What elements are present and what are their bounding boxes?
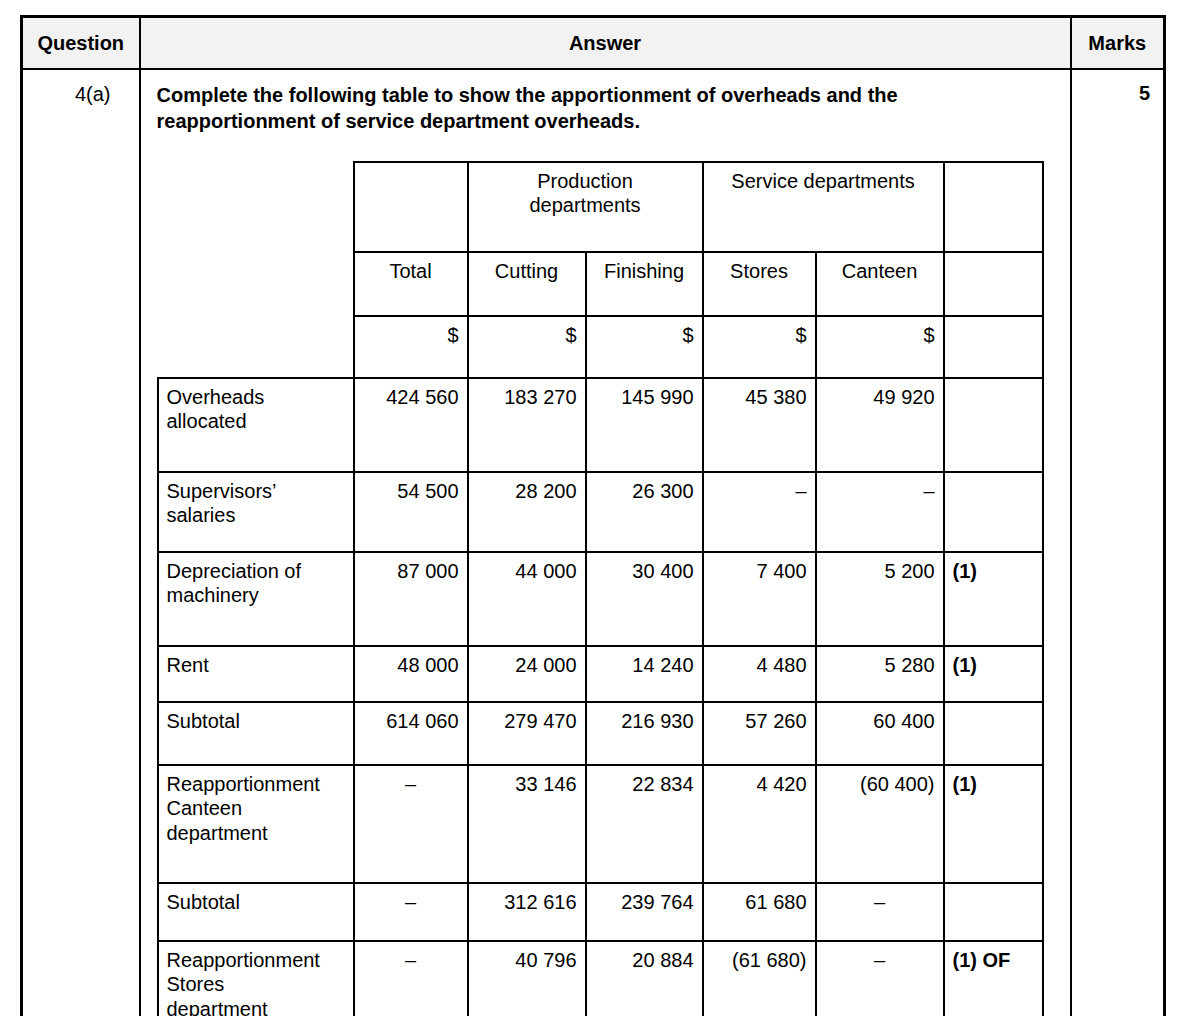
empty-mark-cell — [944, 252, 1043, 316]
table-row-rent: Rent 48 000 24 000 14 240 4 480 5 280 (1… — [158, 646, 1043, 702]
mark-cell — [944, 378, 1043, 472]
table-row-overheads-allocated: Overheads allocated 424 560 183 270 145 … — [158, 378, 1043, 472]
ghost-cell — [158, 252, 354, 316]
group-header-row: Production departments Service departmen… — [158, 162, 1043, 252]
mark-cell — [944, 702, 1043, 765]
value-cell: 28 200 — [468, 472, 586, 552]
empty-mark-cell — [944, 162, 1043, 252]
value-cell: 4 480 — [703, 646, 816, 702]
header-service-departments: Service departments — [703, 162, 944, 252]
value-cell: 20 884 — [586, 941, 703, 1016]
value-cell: 279 470 — [468, 702, 586, 765]
row-label: Supervisors’ salaries — [158, 472, 354, 552]
value-cell: 239 764 — [586, 883, 703, 941]
value-cell: 33 146 — [468, 765, 586, 883]
value-cell: 30 400 — [586, 552, 703, 646]
mark-cell: (1) — [944, 765, 1043, 883]
value-cell: 57 260 — [703, 702, 816, 765]
col-header-canteen: Canteen — [816, 252, 944, 316]
outer-header-marks: Marks — [1071, 17, 1165, 70]
col-header-finishing: Finishing — [586, 252, 703, 316]
currency-cell: $ — [816, 316, 944, 378]
value-cell: 7 400 — [703, 552, 816, 646]
value-cell: 49 920 — [816, 378, 944, 472]
table-row-reapportionment-canteen: Reapportionment Canteen department – 33 … — [158, 765, 1043, 883]
table-row-subtotal-2: Subtotal – 312 616 239 764 61 680 – — [158, 883, 1043, 941]
value-cell: – — [816, 472, 944, 552]
value-cell: 22 834 — [586, 765, 703, 883]
apportionment-table: Production departments Service departmen… — [157, 161, 1044, 1016]
value-cell: (60 400) — [816, 765, 944, 883]
ghost-cell — [158, 162, 354, 252]
empty-mark-cell — [944, 316, 1043, 378]
mark-cell — [944, 472, 1043, 552]
value-cell: – — [816, 883, 944, 941]
row-label: Rent — [158, 646, 354, 702]
currency-cell: $ — [586, 316, 703, 378]
row-label: Reapportionment Stores department — [158, 941, 354, 1016]
value-cell: – — [816, 941, 944, 1016]
outer-header-row: Question Answer Marks — [22, 17, 1165, 70]
document-page: Question Answer Marks 4(a) Complete the … — [0, 0, 1183, 1016]
value-cell: 5 200 — [816, 552, 944, 646]
value-cell: – — [703, 472, 816, 552]
row-label: Overheads allocated — [158, 378, 354, 472]
value-cell: (61 680) — [703, 941, 816, 1016]
table-row-reapportionment-stores: Reapportionment Stores department – 40 7… — [158, 941, 1043, 1016]
row-label: Subtotal — [158, 883, 354, 941]
value-cell: 26 300 — [586, 472, 703, 552]
currency-cell: $ — [354, 316, 468, 378]
mark-cell: (1) — [944, 552, 1043, 646]
outer-header-question: Question — [22, 17, 140, 70]
value-cell: 312 616 — [468, 883, 586, 941]
value-cell: 24 000 — [468, 646, 586, 702]
answer-cell: Complete the following table to show the… — [140, 69, 1071, 1016]
value-cell: 40 796 — [468, 941, 586, 1016]
row-label: Depreciation of machinery — [158, 552, 354, 646]
mark-cell: (1) OF — [944, 941, 1043, 1016]
marks-value: 5 — [1071, 69, 1165, 1016]
empty-cell — [354, 162, 468, 252]
question-number: 4(a) — [22, 69, 140, 1016]
outer-header-answer: Answer — [140, 17, 1071, 70]
value-cell: 4 420 — [703, 765, 816, 883]
question-row: 4(a) Complete the following table to sho… — [22, 69, 1165, 1016]
value-cell: 44 000 — [468, 552, 586, 646]
row-label: Reapportionment Canteen department — [158, 765, 354, 883]
currency-cell: $ — [468, 316, 586, 378]
col-header-stores: Stores — [703, 252, 816, 316]
table-row-supervisors-salaries: Supervisors’ salaries 54 500 28 200 26 3… — [158, 472, 1043, 552]
value-cell: 60 400 — [816, 702, 944, 765]
table-row-subtotal-1: Subtotal 614 060 279 470 216 930 57 260 … — [158, 702, 1043, 765]
value-cell: 54 500 — [354, 472, 468, 552]
value-cell: 424 560 — [354, 378, 468, 472]
value-cell: 45 380 — [703, 378, 816, 472]
column-header-row: Total Cutting Finishing Stores Canteen — [158, 252, 1043, 316]
ghost-cell — [158, 316, 354, 378]
row-label: Subtotal — [158, 702, 354, 765]
value-cell: 614 060 — [354, 702, 468, 765]
value-cell: 87 000 — [354, 552, 468, 646]
col-header-cutting: Cutting — [468, 252, 586, 316]
value-cell: 14 240 — [586, 646, 703, 702]
currency-cell: $ — [703, 316, 816, 378]
value-cell: 48 000 — [354, 646, 468, 702]
col-header-total: Total — [354, 252, 468, 316]
instruction-text: Complete the following table to show the… — [157, 82, 1054, 135]
mark-cell: (1) — [944, 646, 1043, 702]
value-cell: 5 280 — [816, 646, 944, 702]
currency-row: $ $ $ $ $ — [158, 316, 1043, 378]
value-cell: – — [354, 941, 468, 1016]
mark-cell — [944, 883, 1043, 941]
value-cell: 145 990 — [586, 378, 703, 472]
value-cell: – — [354, 765, 468, 883]
value-cell: 61 680 — [703, 883, 816, 941]
value-cell: – — [354, 883, 468, 941]
table-row-depreciation: Depreciation of machinery 87 000 44 000 … — [158, 552, 1043, 646]
header-production-departments: Production departments — [468, 162, 703, 252]
value-cell: 216 930 — [586, 702, 703, 765]
mark-scheme-table: Question Answer Marks 4(a) Complete the … — [20, 15, 1166, 1016]
value-cell: 183 270 — [468, 378, 586, 472]
